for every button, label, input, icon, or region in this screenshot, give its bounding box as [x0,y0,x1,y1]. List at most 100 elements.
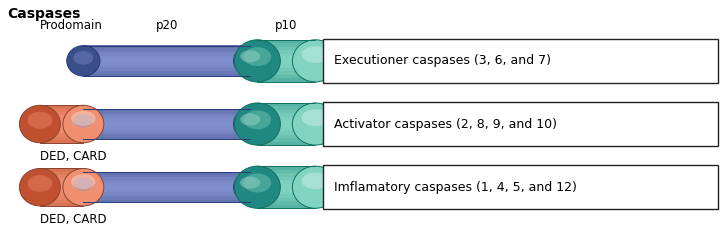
Bar [40,190,83,194]
Bar [83,61,250,63]
Bar [257,64,315,68]
Bar [40,133,83,136]
Bar [40,193,83,197]
Bar [40,130,83,133]
Bar [257,113,315,117]
Bar [40,108,83,112]
Ellipse shape [240,50,260,62]
Ellipse shape [244,110,271,129]
Bar [257,190,315,194]
Bar [83,114,250,116]
Bar [257,57,315,61]
Bar [257,131,315,135]
Bar [83,66,250,68]
Bar [257,197,315,201]
Bar [40,168,83,172]
Bar [83,63,250,66]
Bar [40,105,83,108]
Bar [40,127,83,130]
Bar [83,51,250,53]
Bar [257,47,315,50]
Ellipse shape [233,46,267,76]
Ellipse shape [73,51,94,65]
Bar [40,178,83,181]
Bar [83,111,250,114]
Ellipse shape [234,166,281,208]
Ellipse shape [240,113,260,125]
Ellipse shape [73,177,94,191]
Ellipse shape [302,109,329,126]
Bar [257,106,315,110]
Bar [40,187,83,190]
Bar [257,75,315,78]
Text: p20: p20 [156,18,178,32]
Bar [40,199,83,203]
Bar [83,187,250,190]
Ellipse shape [67,172,100,202]
Bar [257,166,315,170]
Ellipse shape [67,46,100,76]
Text: Prodomain: Prodomain [40,18,103,32]
Bar [257,110,315,113]
Bar [83,68,250,71]
Bar [40,124,83,127]
Bar [257,43,315,47]
Ellipse shape [233,109,267,139]
Ellipse shape [28,175,52,192]
Bar [323,165,718,209]
Bar [257,54,315,57]
Ellipse shape [20,105,60,143]
Bar [257,194,315,198]
Bar [40,203,83,206]
Ellipse shape [292,166,339,208]
Bar [257,50,315,54]
Bar [83,192,250,195]
Bar [257,183,315,187]
Bar [83,71,250,73]
Bar [257,138,315,142]
Bar [83,194,250,197]
Bar [323,39,718,83]
Bar [257,127,315,131]
Bar [83,109,250,111]
Bar [257,71,315,75]
Ellipse shape [20,168,60,206]
Bar [257,187,315,191]
Bar [83,132,250,134]
Ellipse shape [71,174,96,189]
Bar [83,179,250,182]
Ellipse shape [234,103,281,145]
Bar [83,119,250,121]
Bar [257,40,315,43]
Bar [323,102,718,146]
Bar [257,205,315,208]
Bar [40,181,83,184]
Ellipse shape [292,103,339,145]
Ellipse shape [292,40,339,82]
Bar [83,190,250,192]
Bar [83,121,250,124]
Bar [257,103,315,106]
Bar [257,176,315,180]
Bar [40,139,83,143]
Ellipse shape [71,111,96,126]
Bar [83,184,250,187]
Bar [40,111,83,115]
Ellipse shape [302,172,329,189]
Bar [40,175,83,178]
Bar [83,58,250,61]
Text: Caspases: Caspases [7,7,80,21]
Bar [40,196,83,200]
Bar [257,169,315,173]
Bar [40,136,83,140]
Text: DED, CARD: DED, CARD [40,213,107,226]
Ellipse shape [63,105,104,143]
Ellipse shape [244,47,271,66]
Ellipse shape [63,168,104,206]
Bar [257,120,315,124]
Bar [83,174,250,177]
Bar [257,117,315,121]
Bar [83,177,250,180]
Ellipse shape [73,114,94,128]
Bar [83,129,250,132]
